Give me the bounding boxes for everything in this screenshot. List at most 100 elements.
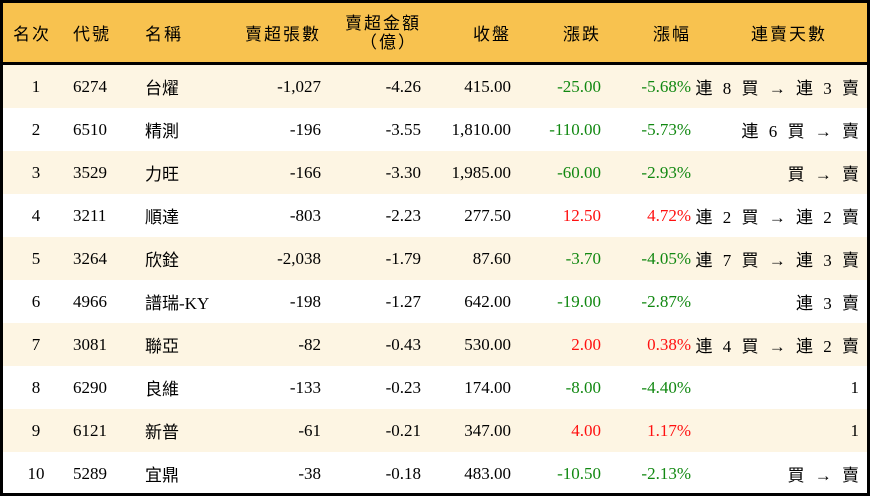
cell-streak: 連 8 買 → 連 3 賣	[695, 79, 862, 98]
cell-name: 台燿	[145, 79, 179, 98]
table-row[interactable]: 3 3529 力旺 -166 -3.30 1,985.00 -60.00 -2.93% 買 → …	[3, 151, 867, 194]
cell-pct: -2.87%	[641, 291, 691, 311]
cell-rank: 4	[31, 205, 41, 225]
cell-change: -110.00	[549, 119, 601, 139]
cell-sell-amount: -0.18	[385, 463, 421, 483]
cell-name: 譜瑞-KY	[145, 294, 210, 313]
cell-close: 1,810.00	[451, 119, 512, 139]
header-close[interactable]: 收盤	[473, 25, 511, 44]
cell-streak: 連 6 買 → 賣	[741, 122, 862, 141]
cell-change: -10.50	[557, 463, 601, 483]
cell-name: 聯亞	[145, 337, 179, 356]
table-row[interactable]: 5 3264 欣銓 -2,038 -1.79 87.60 -3.70 -4.05% 連 7 買 …	[3, 237, 867, 280]
table-row[interactable]: 8 6290 良維 -133 -0.23 174.00 -8.00 -4.40% 1	[3, 366, 867, 409]
header-sell-amount-line1: 賣超金額	[345, 13, 421, 33]
table-row[interactable]: 4 3211 順達 -803 -2.23 277.50 12.50 4.72% 連 2 買 → …	[3, 194, 867, 237]
cell-pct: -5.73%	[641, 119, 691, 139]
table-header: 名次 代號 名稱 賣超張數 賣超金額 （億） 收盤 漲跌 漲幅 連賣天數	[3, 3, 867, 65]
cell-sell-amount: -3.55	[385, 119, 421, 139]
cell-code: 6290	[73, 377, 107, 397]
cell-pct: -4.05%	[641, 248, 691, 268]
cell-change: 2.00	[571, 334, 601, 354]
cell-close: 347.00	[464, 420, 511, 440]
cell-close: 1,985.00	[451, 162, 512, 182]
cell-name: 宜鼎	[145, 466, 179, 485]
cell-change: 4.00	[571, 420, 601, 440]
cell-rank: 6	[31, 291, 41, 311]
header-sell-shares[interactable]: 賣超張數	[245, 25, 321, 44]
cell-name: 精測	[145, 122, 179, 141]
header-name[interactable]: 名稱	[145, 25, 183, 44]
cell-name: 良維	[145, 380, 179, 399]
cell-pct: 4.72%	[647, 205, 691, 225]
cell-rank: 1	[31, 76, 41, 96]
cell-rank: 9	[31, 420, 41, 440]
cell-code: 6274	[73, 76, 107, 96]
table-row[interactable]: 1 6274 台燿 -1,027 -4.26 415.00 -25.00 -5.68% 連 8 …	[3, 65, 867, 108]
cell-pct: -2.13%	[641, 463, 691, 483]
cell-sell-amount: -0.23	[385, 377, 421, 397]
cell-sell-amount: -1.27	[385, 291, 421, 311]
cell-streak: 連 4 買 → 連 2 賣	[695, 337, 862, 356]
cell-code: 3264	[73, 248, 107, 268]
cell-sell-shares: -198	[289, 291, 321, 311]
cell-code: 3529	[73, 162, 107, 182]
cell-rank: 2	[31, 119, 41, 139]
cell-close: 415.00	[464, 76, 511, 96]
cell-rank: 5	[31, 248, 41, 268]
cell-change: -60.00	[557, 162, 601, 182]
cell-change: -3.70	[565, 248, 601, 268]
cell-close: 483.00	[464, 463, 511, 483]
cell-sell-amount: -3.30	[385, 162, 421, 182]
cell-sell-shares: -1,027	[277, 76, 321, 96]
cell-name: 力旺	[145, 165, 179, 184]
cell-change: 12.50	[562, 205, 601, 225]
cell-rank: 3	[31, 162, 41, 182]
cell-close: 174.00	[464, 377, 511, 397]
cell-streak: 連 2 買 → 連 2 賣	[695, 208, 862, 227]
cell-pct: 1.17%	[647, 420, 691, 440]
cell-pct: -2.93%	[641, 162, 691, 182]
cell-sell-shares: -2,038	[277, 248, 321, 268]
cell-name: 順達	[145, 208, 179, 227]
cell-name: 新普	[145, 423, 179, 442]
header-sell-amount-line2: （億）	[360, 32, 417, 52]
cell-streak: 連 3 賣	[796, 294, 862, 313]
table-row[interactable]: 9 6121 新普 -61 -0.21 347.00 4.00 1.17% 1	[3, 409, 867, 452]
cell-pct: 0.38%	[647, 334, 691, 354]
table-row[interactable]: 10 5289 宜鼎 -38 -0.18 483.00 -10.50 -2.13% 買 → 賣	[3, 452, 867, 493]
cell-streak: 連 7 買 → 連 3 賣	[695, 251, 862, 270]
cell-code: 6121	[73, 420, 107, 440]
table-row[interactable]: 2 6510 精測 -196 -3.55 1,810.00 -110.00 -5.73% 連 6…	[3, 108, 867, 151]
cell-code: 4966	[73, 291, 107, 311]
cell-close: 87.60	[472, 248, 511, 268]
cell-code: 3081	[73, 334, 107, 354]
cell-sell-amount: -0.43	[385, 334, 421, 354]
cell-code: 5289	[73, 463, 107, 483]
cell-sell-shares: -803	[289, 205, 321, 225]
cell-change: -25.00	[557, 76, 601, 96]
cell-sell-amount: -2.23	[385, 205, 421, 225]
header-rank[interactable]: 名次	[13, 25, 51, 44]
cell-sell-shares: -166	[289, 162, 321, 182]
cell-close: 642.00	[464, 291, 511, 311]
table-row[interactable]: 7 3081 聯亞 -82 -0.43 530.00 2.00 0.38% 連 4 買 → 連 …	[3, 323, 867, 366]
cell-code: 6510	[73, 119, 107, 139]
cell-streak: 1	[850, 377, 862, 397]
cell-close: 530.00	[464, 334, 511, 354]
header-sell-amount[interactable]: 賣超金額 （億）	[345, 3, 421, 62]
header-pct[interactable]: 漲幅	[653, 25, 691, 44]
table-row[interactable]: 6 4966 譜瑞-KY -198 -1.27 642.00 -19.00 -2.87% 連 3…	[3, 280, 867, 323]
cell-streak: 買 → 賣	[787, 165, 862, 184]
cell-rank: 10	[27, 463, 45, 483]
header-streak[interactable]: 連賣天數	[751, 25, 827, 44]
cell-sell-amount: -4.26	[385, 76, 421, 96]
cell-streak: 1	[850, 420, 862, 440]
cell-change: -8.00	[565, 377, 601, 397]
cell-sell-shares: -38	[298, 463, 321, 483]
cell-pct: -4.40%	[641, 377, 691, 397]
cell-sell-shares: -61	[298, 420, 321, 440]
header-change[interactable]: 漲跌	[563, 25, 601, 44]
header-code[interactable]: 代號	[73, 25, 111, 44]
